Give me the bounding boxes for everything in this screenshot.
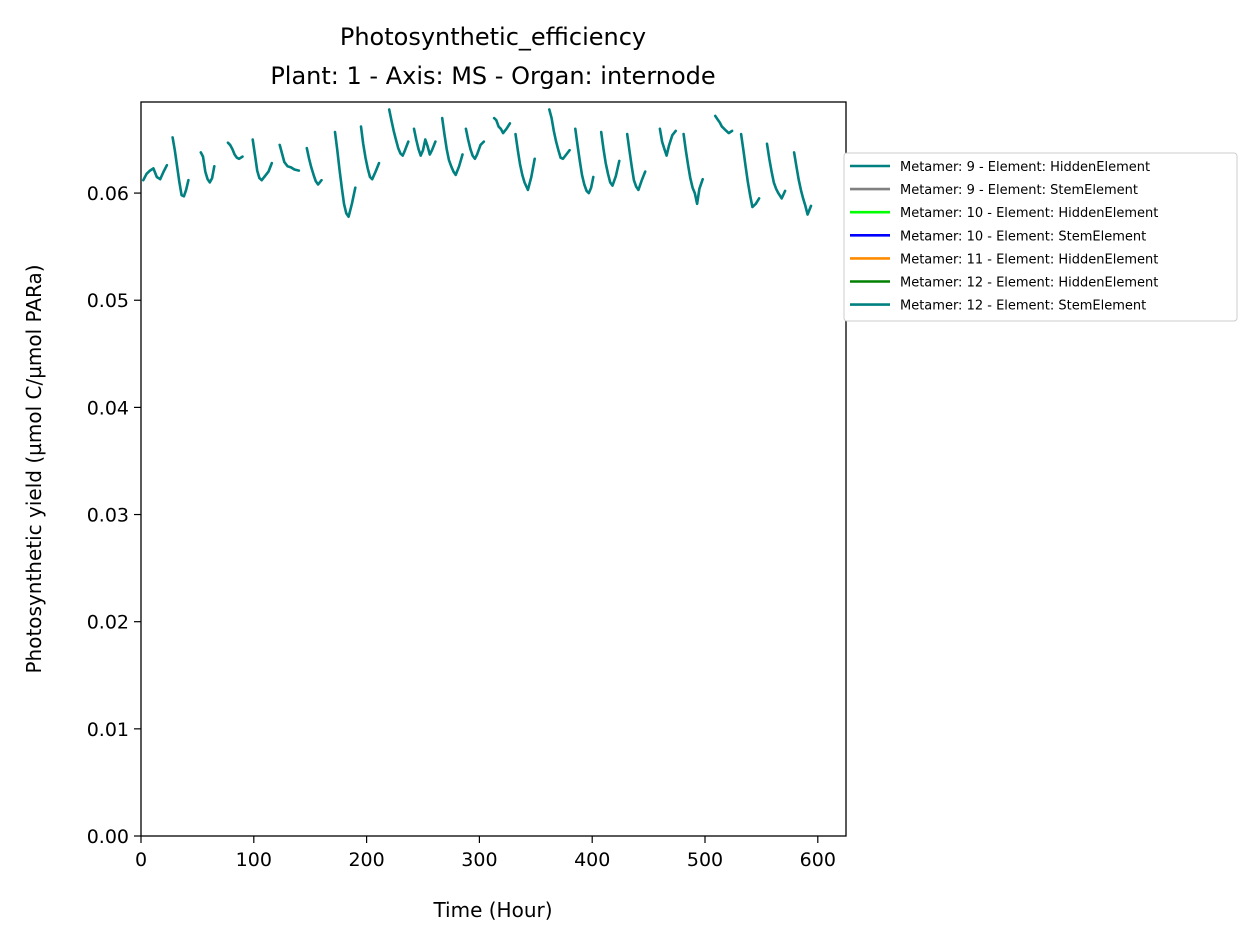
chart-subtitle: Plant: 1 - Axis: MS - Organ: internode — [270, 62, 715, 90]
series-line-6 — [492, 116, 512, 135]
y-tick-label: 0.05 — [87, 290, 129, 312]
legend-entry: Metamer: 11 - Element: HiddenElement — [900, 252, 1158, 267]
legend-entry: Metamer: 10 - Element: StemElement — [900, 229, 1146, 244]
series-line-6 — [739, 132, 761, 209]
series-line-6 — [713, 114, 734, 135]
series-line-6 — [412, 127, 437, 157]
legend-entry: Metamer: 12 - Element: StemElement — [900, 299, 1146, 314]
legend-entry: Metamer: 9 - Element: HiddenElement — [900, 160, 1150, 175]
y-axis-ticks: 0.00 0.01 0.02 0.03 0.04 0.05 0.06 — [87, 183, 141, 848]
series-line-6 — [599, 130, 621, 187]
series-line-6 — [682, 132, 705, 206]
x-tick-label: 100 — [236, 849, 272, 871]
plot-lines — [142, 108, 813, 218]
legend-entry: Metamer: 9 - Element: StemElement — [900, 183, 1138, 198]
x-tick-label: 0 — [135, 849, 147, 871]
series-line-6 — [792, 151, 813, 216]
series-line-6 — [514, 132, 537, 192]
chart-title: Photosynthetic_efficiency — [340, 23, 646, 51]
series-line-6 — [765, 142, 787, 200]
x-tick-label: 600 — [800, 849, 836, 871]
x-axis-label: Time (Hour) — [432, 898, 552, 922]
series-line-6 — [251, 138, 274, 182]
x-axis-ticks: 0 100 200 300 400 500 600 — [135, 836, 836, 871]
legend-box — [843, 152, 1238, 322]
series-line-6 — [625, 132, 647, 192]
y-tick-label: 0.02 — [87, 612, 129, 634]
x-tick-label: 500 — [687, 849, 723, 871]
y-axis-label: Photosynthetic yield (µmol C/µmol PARa) — [22, 264, 46, 673]
series-line-6 — [278, 143, 301, 172]
series-line-6 — [333, 130, 357, 218]
x-tick-label: 400 — [574, 849, 610, 871]
series-line-6 — [199, 151, 216, 184]
y-tick-label: 0.06 — [87, 183, 129, 205]
x-tick-label: 200 — [348, 849, 384, 871]
legend: Metamer: 9 - Element: HiddenElement Metam… — [843, 152, 1238, 322]
legend-entry: Metamer: 12 - Element: HiddenElement — [900, 276, 1158, 291]
plot-frame — [140, 101, 847, 837]
series-line-6 — [359, 125, 381, 181]
series-line-6 — [142, 163, 169, 182]
legend-entry: Metamer: 10 - Element: HiddenElement — [900, 206, 1158, 221]
y-tick-label: 0.01 — [87, 719, 129, 741]
series-line-6 — [573, 127, 595, 195]
series-line-6 — [387, 108, 410, 157]
series-line-6 — [440, 116, 464, 177]
y-tick-label: 0.03 — [87, 505, 129, 527]
series-line-6 — [464, 127, 486, 161]
y-tick-label: 0.00 — [87, 826, 129, 848]
y-tick-label: 0.04 — [87, 397, 129, 419]
series-line-6 — [226, 141, 244, 161]
series-line-6 — [305, 146, 323, 186]
series-line-6 — [547, 108, 571, 161]
series-line-6 — [658, 127, 678, 157]
series-line-6 — [171, 136, 190, 198]
x-tick-label: 300 — [461, 849, 497, 871]
